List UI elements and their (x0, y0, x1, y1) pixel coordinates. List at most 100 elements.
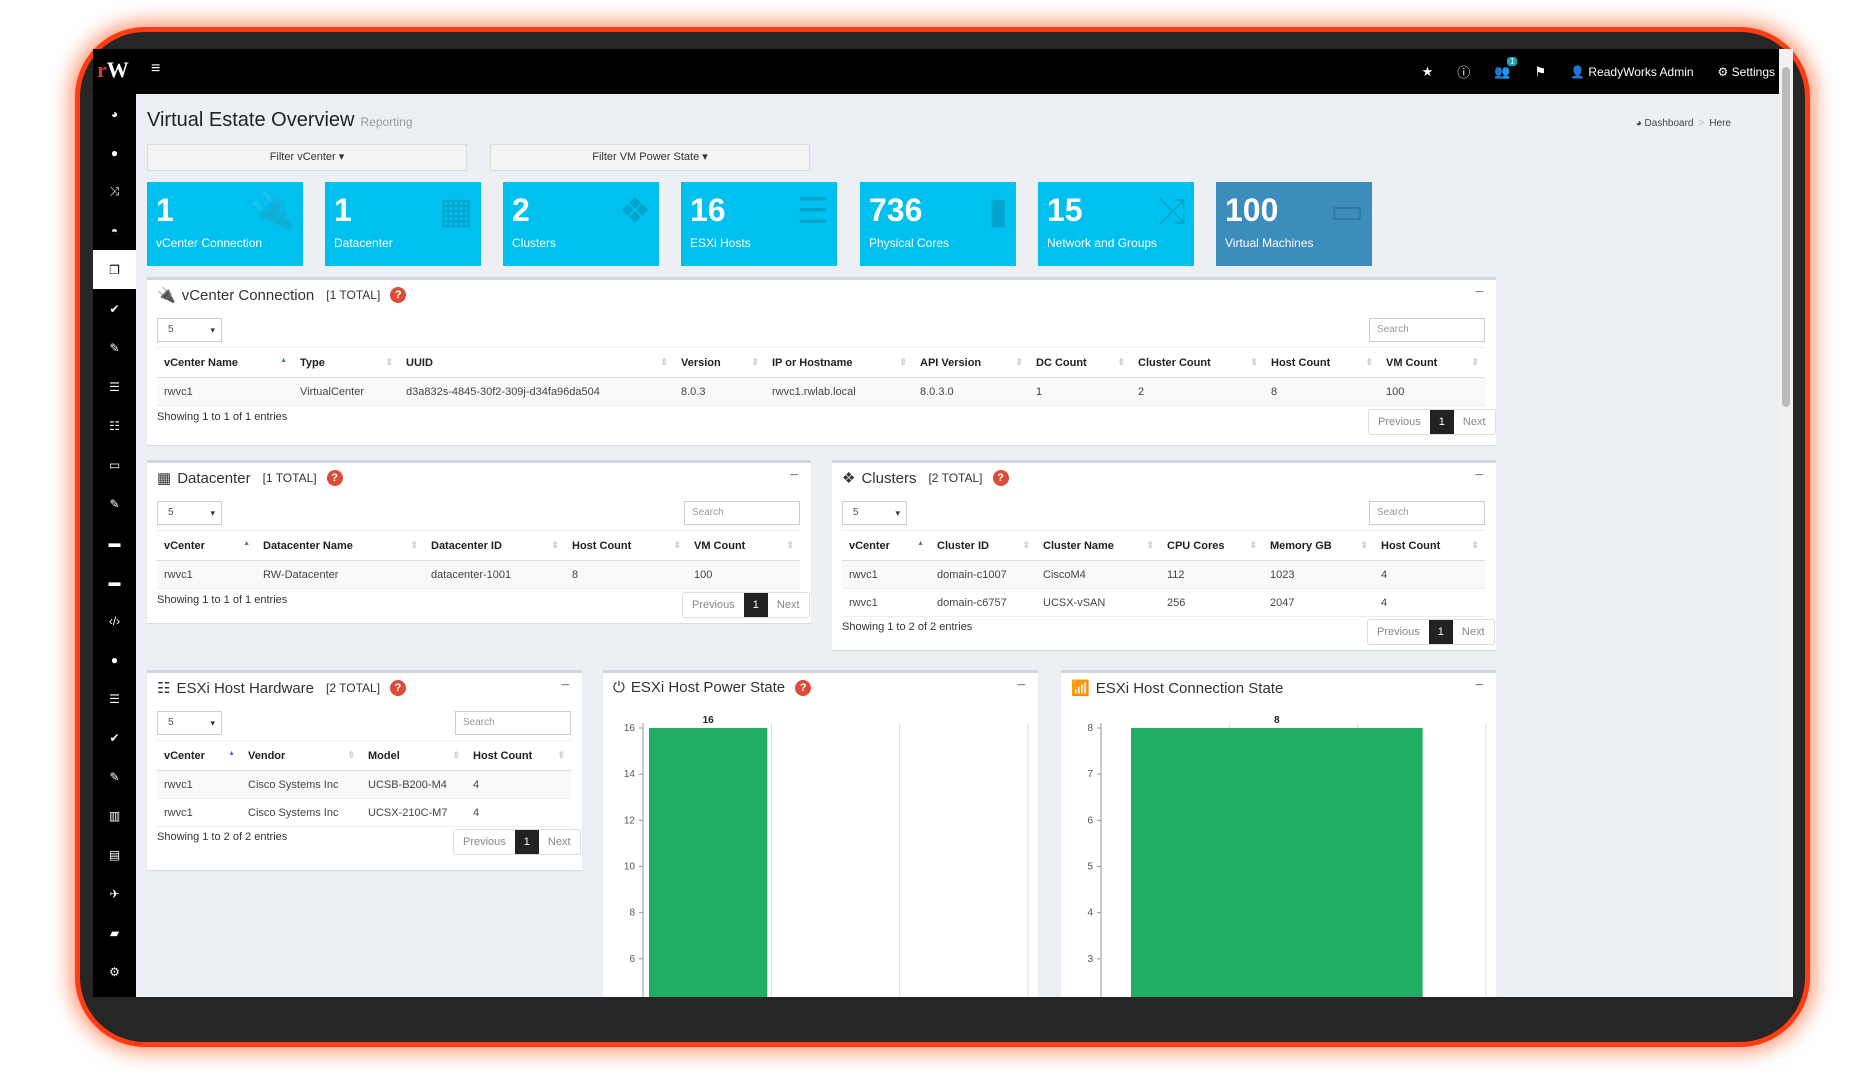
collapse-icon[interactable]: − (560, 677, 570, 694)
stat-tile[interactable]: 16 ESXi Hosts ☰ (681, 182, 837, 266)
next-button[interactable]: Next (547, 836, 571, 848)
column-header[interactable]: Type (293, 347, 399, 378)
sidebar-dashboard-icon[interactable]: ◕ (110, 106, 119, 121)
scrollbar[interactable] (1779, 49, 1793, 997)
previous-button[interactable]: Previous (1377, 626, 1420, 638)
scrollbar-thumb[interactable] (1782, 67, 1790, 407)
breadcrumb-dashboard[interactable]: Dashboard (1644, 118, 1694, 129)
sidebar-check-icon[interactable]: ✔ (109, 301, 120, 316)
sidebar-code-icon[interactable]: ‹/› (108, 613, 121, 628)
page-size-select[interactable]: 5 ▾ (157, 501, 222, 525)
user-menu[interactable]: 👤 ReadyWorks Admin (1570, 64, 1694, 79)
column-header[interactable]: Memory GB (1263, 530, 1374, 561)
table-header-row: vCenter NameTypeUUIDVersionIP or Hostnam… (157, 347, 1485, 378)
previous-button[interactable]: Previous (1378, 416, 1421, 428)
column-header[interactable]: Host Count (1264, 347, 1379, 378)
sidebar-list-icon[interactable]: ☰ (109, 379, 120, 394)
column-header[interactable]: VM Count (687, 530, 800, 561)
collapse-icon[interactable]: − (1474, 284, 1484, 301)
filter-vcenter-button[interactable]: Filter vCenter ▾ (147, 144, 467, 171)
flag-icon[interactable]: ⚑ (1534, 63, 1547, 79)
column-header[interactable]: Cluster Count (1131, 347, 1264, 378)
column-header[interactable]: Host Count (565, 530, 687, 561)
sidebar-shuffle-icon[interactable]: ⤨ (109, 184, 120, 198)
column-header[interactable]: UUID (399, 347, 674, 378)
column-header[interactable]: vCenter (842, 530, 930, 561)
page-1-button[interactable]: 1 (514, 830, 539, 854)
sidebar-card-icon[interactable]: ▭ (108, 457, 121, 472)
star-icon[interactable]: ★ (1421, 63, 1434, 79)
next-button[interactable]: Next (776, 599, 800, 611)
column-header[interactable]: Vendor (241, 740, 361, 771)
help-icon[interactable]: ? (390, 680, 407, 696)
column-header[interactable]: Host Count (466, 740, 571, 771)
sidebar-user2-icon[interactable]: ● (110, 652, 119, 667)
page-size-select[interactable]: 5 ▾ (157, 711, 222, 735)
settings-menu[interactable]: ⚙ Settings (1717, 64, 1775, 79)
page-1-button[interactable]: 1 (743, 593, 768, 617)
page-size-select[interactable]: 5 ▾ (157, 318, 222, 342)
column-header[interactable]: Host Count (1374, 530, 1485, 561)
column-header[interactable]: Cluster Name (1036, 530, 1160, 561)
menu-toggle-icon[interactable]: ≡ (151, 60, 161, 77)
page-size-select[interactable]: 5 ▾ (842, 501, 907, 525)
sidebar-table-icon[interactable]: ☷ (109, 418, 120, 433)
sidebar-user-icon[interactable]: ● (110, 145, 119, 160)
column-header[interactable]: vCenter (157, 740, 241, 771)
column-header[interactable]: VM Count (1379, 347, 1485, 378)
sidebar-copy-icon[interactable]: ❐ (93, 250, 136, 289)
page-1-button[interactable]: 1 (1428, 620, 1453, 644)
column-header[interactable]: API Version (913, 347, 1029, 378)
previous-button[interactable]: Previous (463, 836, 506, 848)
column-header[interactable]: CPU Cores (1160, 530, 1263, 561)
sidebar-database-icon[interactable]: ▤ (108, 847, 121, 862)
sidebar-wrench-icon[interactable]: ✎ (109, 340, 120, 355)
page-1-button[interactable]: 1 (1429, 410, 1454, 434)
sidebar-wrench2-icon[interactable]: ✎ (109, 769, 120, 784)
sidebar-tool-icon[interactable]: ✎ (109, 496, 120, 511)
previous-button[interactable]: Previous (692, 599, 735, 611)
users-icon[interactable]: 👥 1 (1494, 56, 1518, 80)
sidebar-folder2-icon[interactable]: ▬ (108, 574, 121, 589)
column-header[interactable]: DC Count (1029, 347, 1131, 378)
sidebar-check2-icon[interactable]: ✔ (109, 730, 120, 745)
help-icon[interactable]: ? (326, 470, 343, 486)
column-header[interactable]: IP or Hostname (765, 347, 913, 378)
column-header[interactable]: Cluster ID (930, 530, 1036, 561)
sidebar-folder-icon[interactable]: ▬ (108, 535, 121, 550)
sidebar-cogs-icon[interactable]: ⚙ (109, 964, 120, 979)
column-header[interactable]: vCenter Name (157, 347, 293, 378)
stat-tile[interactable]: 1 vCenter Connection 🔌 (147, 182, 303, 266)
collapse-icon[interactable]: − (1016, 677, 1026, 694)
brand-logo[interactable]: rW (97, 57, 129, 82)
stat-tile[interactable]: 100 Virtual Machines ▭ (1216, 182, 1372, 266)
collapse-icon[interactable]: − (1474, 677, 1484, 694)
help-icon[interactable]: ? (390, 287, 407, 303)
sidebar-map-icon[interactable]: ▥ (108, 808, 121, 823)
sidebar-gauge-icon[interactable]: ◓ (110, 223, 119, 238)
sidebar-book-icon[interactable]: ▰ (109, 925, 120, 940)
column-header[interactable]: Version (674, 347, 765, 378)
info-icon[interactable]: ⓘ (1457, 65, 1471, 80)
sidebar-plane-icon[interactable]: ✈ (109, 886, 120, 901)
help-icon[interactable]: ? (992, 470, 1009, 486)
next-button[interactable]: Next (1462, 416, 1486, 428)
help-icon[interactable]: ? (795, 679, 812, 696)
stat-tile[interactable]: 2 Clusters ❖ (503, 182, 659, 266)
stat-tile[interactable]: 736 Physical Cores ▮ (860, 182, 1016, 266)
column-header[interactable]: Datacenter ID (424, 530, 565, 561)
stat-tile[interactable]: 1 Datacenter ▦ (325, 182, 481, 266)
search-input[interactable]: Search (684, 501, 800, 525)
collapse-icon[interactable]: − (789, 467, 799, 484)
stat-tile[interactable]: 15 Network and Groups ⤨ (1038, 182, 1194, 266)
next-button[interactable]: Next (1461, 626, 1485, 638)
column-header[interactable]: Model (361, 740, 466, 771)
column-header[interactable]: vCenter (157, 530, 256, 561)
search-input[interactable]: Search (1369, 501, 1485, 525)
collapse-icon[interactable]: − (1474, 467, 1484, 484)
search-input[interactable]: Search (1369, 318, 1485, 342)
search-input[interactable]: Search (455, 711, 571, 735)
column-header[interactable]: Datacenter Name (256, 530, 424, 561)
filter-vm-power-button[interactable]: Filter VM Power State ▾ (490, 144, 810, 171)
sidebar-list2-icon[interactable]: ☰ (109, 691, 120, 706)
